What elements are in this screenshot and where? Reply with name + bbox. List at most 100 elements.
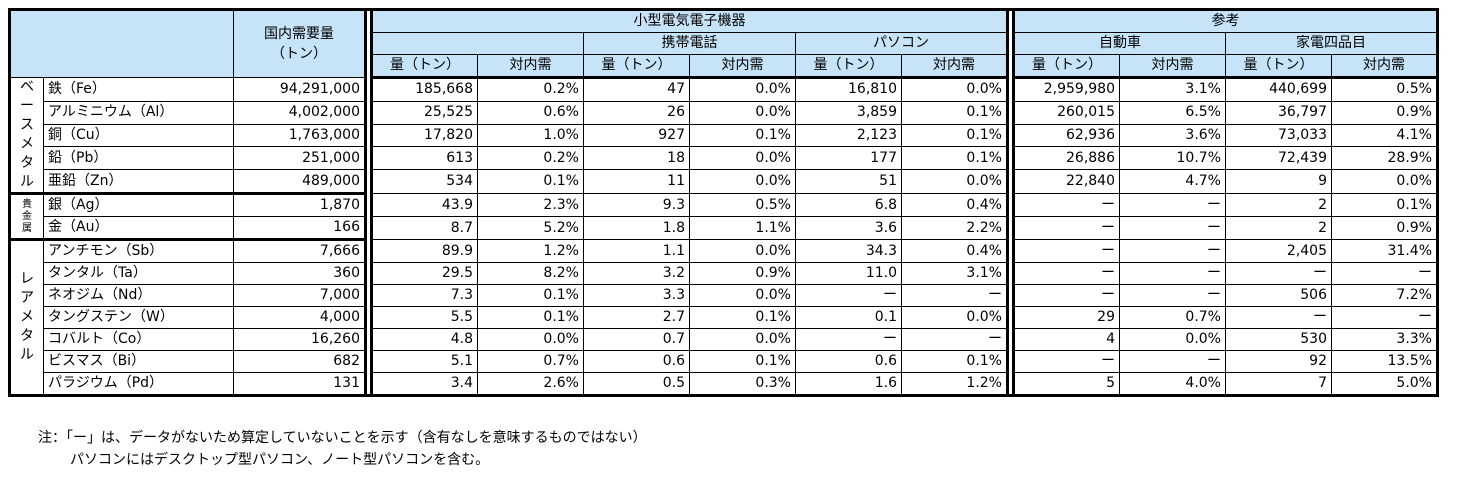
separator <box>1006 8 1015 397</box>
cell-pc-r: ー <box>901 284 1008 307</box>
cell-car-r: ー <box>1119 193 1226 217</box>
cell-app-q: 530 <box>1225 328 1332 351</box>
table-row: レアメタルアンチモン（Sb） 7,666 89.9 1.2% 1.1 0.0% 34.3 0.… <box>8 239 1439 397</box>
cell-app-r: 0.9% <box>1331 216 1439 240</box>
cell-app-r: 31.4% <box>1331 239 1439 263</box>
cell-pc-r: 2.2% <box>901 216 1008 240</box>
cell-domestic: 166 <box>233 216 367 241</box>
table-row: 亜鉛（Zn） 489,000 534 0.1% 11 0.0% 51 0.0% 22,840 4.… <box>10 169 1439 195</box>
metal-name: パラジウム（Pd） <box>43 372 234 397</box>
cell-mob-q: 26 <box>583 100 690 125</box>
cell-pc-r: 0.0% <box>901 77 1008 102</box>
cell-small-q: 5.5 <box>371 306 478 329</box>
cell-car-r: 10.7% <box>1119 146 1226 171</box>
table-row: ネオジム（Nd） 7,000 7.3 0.1% 3.3 0.0% ーーーー 506 7.2% <box>10 284 1439 307</box>
cell-app-q: 2,405 <box>1225 239 1332 263</box>
header-small-devices: 小型電気電子機器 <box>371 8 1008 33</box>
cell-pc-r: 0.1% <box>901 123 1008 148</box>
cell-app-r: 0.1% <box>1331 193 1439 217</box>
cell-pc-r: 0.4% <box>901 193 1008 217</box>
cell-small-q: 185,668 <box>371 77 478 102</box>
cell-car-r: 4.7% <box>1119 169 1226 194</box>
materials-table-container: 国内需要量 （トン） 小型電気電子機器 参考 携帯電話 パソコン 自動車 家電四… <box>8 8 1439 468</box>
cell-mob-r: 0.0% <box>689 169 796 194</box>
cell-pc-r: 1.2% <box>901 372 1008 397</box>
footnote-2: パソコンにはデスクトップ型パソコン、ノート型パソコンを含む。 <box>70 452 490 468</box>
cell-pc-q: 0.6 <box>795 350 902 373</box>
metal-name: ネオジム（Nd） <box>43 284 234 307</box>
metal-name: アンチモン（Sb） <box>43 239 234 263</box>
cell-app-q: 9 <box>1225 169 1332 194</box>
cell-car-q: ー <box>1013 350 1120 373</box>
separator <box>364 8 373 397</box>
cell-app-q: 506 <box>1225 284 1332 307</box>
cell-app-r: 5.0% <box>1331 372 1439 397</box>
cell-app-q: 92 <box>1225 350 1332 373</box>
cell-mob-r: 0.9% <box>689 262 796 285</box>
cell-pc-r: 0.1% <box>901 100 1008 125</box>
cell-mob-q: 0.6 <box>583 350 690 373</box>
cell-mob-r: 0.0% <box>689 239 796 263</box>
cell-small-r: 8.2% <box>477 262 584 285</box>
cell-pc-q: 3,859 <box>795 100 902 125</box>
metal-name: 鉛（Pb） <box>43 146 234 171</box>
cell-domestic: 131 <box>233 372 367 397</box>
cell-small-r: 0.1% <box>477 284 584 307</box>
cell-domestic: 4,000 <box>233 306 367 329</box>
cell-mob-q: 9.3 <box>583 193 690 217</box>
metal-name: タングステン（W） <box>43 306 234 329</box>
metal-name: 金（Au） <box>43 216 234 241</box>
subheader-qty: 量（トン） <box>583 54 690 79</box>
metal-name: 銀（Ag） <box>43 193 234 217</box>
cell-domestic: 7,000 <box>233 284 367 307</box>
cell-domestic: 1,763,000 <box>233 123 367 148</box>
cell-app-q: 2 <box>1225 193 1332 217</box>
cell-mob-q: 0.5 <box>583 372 690 397</box>
cell-car-r: ー <box>1119 284 1226 307</box>
cell-mob-q: 1.1 <box>583 239 690 263</box>
cell-mob-r: 1.1% <box>689 216 796 240</box>
cell-pc-r: 0.1% <box>901 350 1008 373</box>
cell-car-q: 62,936 <box>1013 123 1120 148</box>
category-base: ベースメタル <box>8 77 44 195</box>
table-row: 貴金属銀（Ag） 1,870 43.9 2.3% 9.3 0.5% 6.8 0.4% ーー 2 0.… <box>8 193 1439 241</box>
cell-domestic: 7,666 <box>233 239 367 263</box>
cell-domestic: 489,000 <box>233 169 367 195</box>
cell-car-r: 3.1% <box>1119 77 1226 102</box>
cell-small-q: 7.3 <box>371 284 478 307</box>
cell-car-r: 4.0% <box>1119 372 1226 397</box>
table-row: パラジウム（Pd） 131 3.4 2.6% 0.5 0.3% 1.6 1.2% 5 4.0% 7 5… <box>10 372 1439 397</box>
cell-car-r: ー <box>1119 239 1226 263</box>
category-rare: レアメタル <box>8 239 44 397</box>
cell-small-r: 2.6% <box>477 372 584 397</box>
header-blank <box>371 32 584 55</box>
cell-pc-q: 2,123 <box>795 123 902 148</box>
cell-pc-r: 3.1% <box>901 262 1008 285</box>
cell-domestic: 682 <box>233 350 367 373</box>
cell-car-r: 0.7% <box>1119 306 1226 329</box>
cell-car-q: 5 <box>1013 372 1120 397</box>
cell-pc-q: 6.8 <box>795 193 902 217</box>
header-pc: パソコン <box>795 32 1008 55</box>
cell-car-r: 6.5% <box>1119 100 1226 125</box>
cell-app-q: 36,797 <box>1225 100 1332 125</box>
cell-car-q: ー <box>1013 239 1120 263</box>
cell-mob-r: 0.0% <box>689 284 796 307</box>
table-row: 金（Au） 166 8.7 5.2% 1.8 1.1% 3.6 2.2% ーー 2 0.9% <box>10 216 1439 241</box>
cell-app-q: 7 <box>1225 372 1332 397</box>
subheader-ratio: 対内需 <box>901 54 1008 79</box>
cell-mob-r: 0.1% <box>689 123 796 148</box>
cell-mob-q: 47 <box>583 77 690 102</box>
cell-small-r: 1.0% <box>477 123 584 148</box>
cell-small-q: 4.8 <box>371 328 478 351</box>
cell-car-q: ー <box>1013 216 1120 240</box>
metal-name: 鉄（Fe） <box>43 77 234 102</box>
cell-pc-q: 51 <box>795 169 902 194</box>
cell-app-r: 3.3% <box>1331 328 1439 351</box>
cell-pc-r: ー <box>901 328 1008 351</box>
cell-mob-q: 18 <box>583 146 690 171</box>
cell-mob-q: 0.7 <box>583 328 690 351</box>
cell-pc-q: 1.6 <box>795 372 902 397</box>
cell-small-q: 17,820 <box>371 123 478 148</box>
cell-small-r: 0.0% <box>477 328 584 351</box>
